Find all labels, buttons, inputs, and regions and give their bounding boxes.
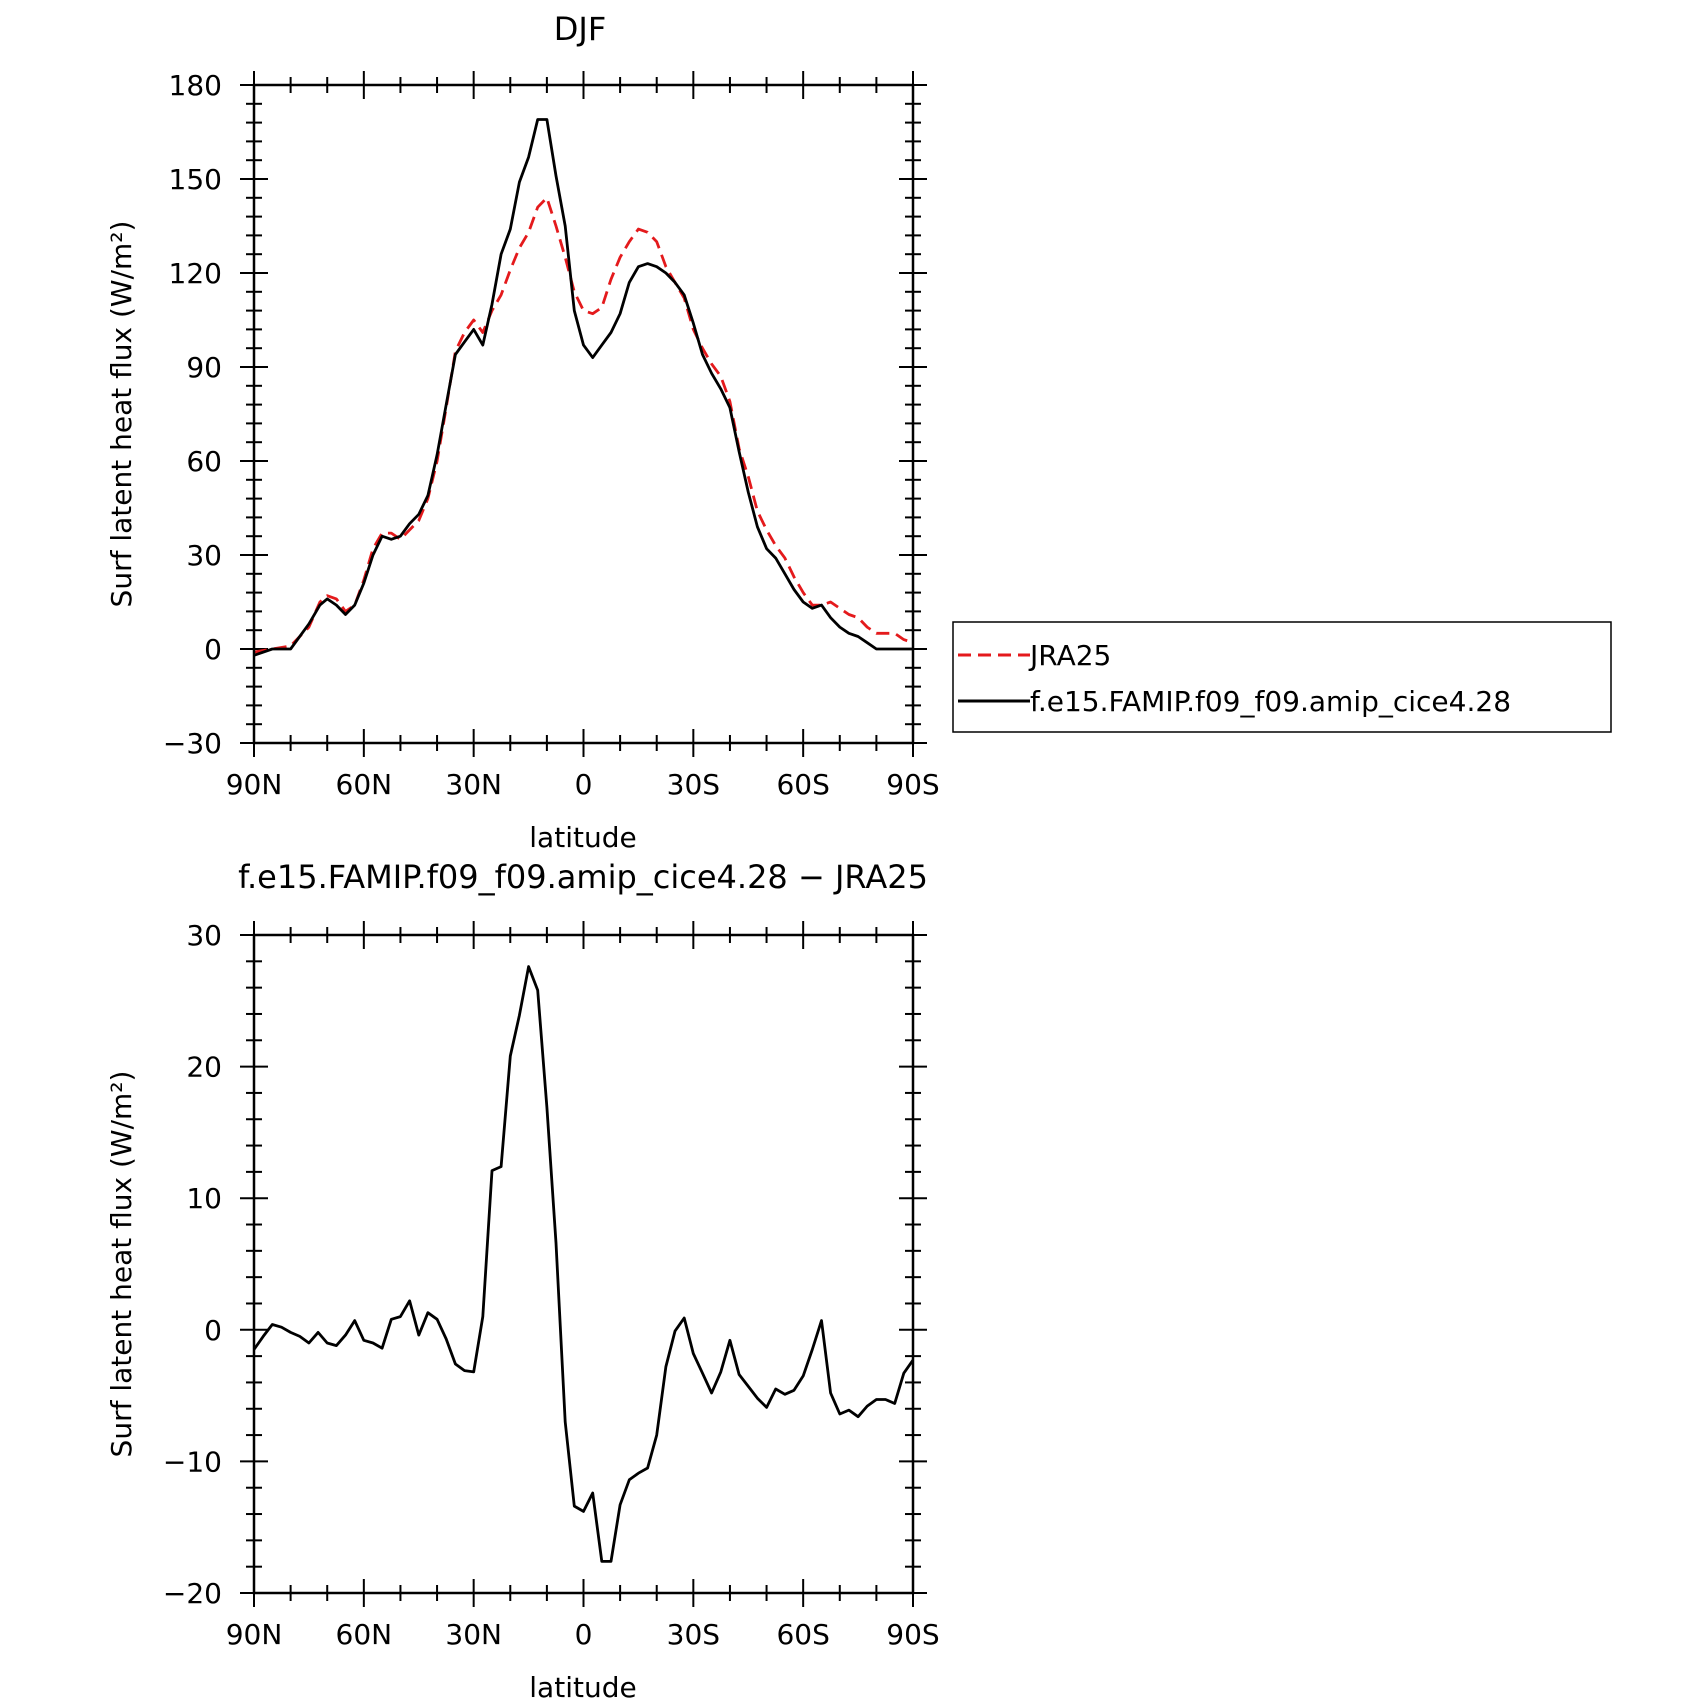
top-axis-ticks xyxy=(240,71,927,757)
top-x-tick-label: 30N xyxy=(445,768,502,801)
top-x-tick-label: 60N xyxy=(336,768,393,801)
legend-box xyxy=(952,621,1612,733)
djf-panel: DJF 90N 60N 30N 0 30S 60S 90S −30 0 30 60 90 120 150 1… xyxy=(105,10,940,854)
legend-label-model: f.e15.FAMIP.f09_f09.amip_cice4.28 xyxy=(1030,685,1511,718)
bottom-axis-ticks xyxy=(240,921,927,1607)
top-x-axis-label: latitude xyxy=(529,821,636,854)
top-plot-frame xyxy=(252,83,915,745)
top-y-tick-label: 0 xyxy=(204,633,222,666)
top-y-tick-label: −30 xyxy=(163,727,222,760)
bottom-x-tick-label: 60N xyxy=(336,1618,393,1651)
bottom-plot-frame xyxy=(252,933,915,1595)
top-y-tick-label: 60 xyxy=(186,445,222,478)
top-y-tick-label: 120 xyxy=(169,257,222,290)
legend-label-jra25: JRA25 xyxy=(1028,639,1111,672)
top-x-tick-label: 30S xyxy=(667,768,720,801)
legend: JRA25 f.e15.FAMIP.f09_f09.amip_cice4.28 xyxy=(952,621,1612,733)
top-x-tick-label: 60S xyxy=(776,768,829,801)
bottom-x-axis-label: latitude xyxy=(529,1671,636,1702)
top-y-tick-label: 180 xyxy=(169,69,222,102)
bottom-x-tick-label: 30N xyxy=(445,1618,502,1651)
bottom-series-group xyxy=(252,965,915,1563)
bottom-x-tick-label: 60S xyxy=(776,1618,829,1651)
bottom-y-tick-label: 30 xyxy=(186,919,222,952)
top-series-group xyxy=(253,118,914,657)
top-y-tick-label: 30 xyxy=(186,539,222,572)
top-x-tick-label: 0 xyxy=(575,768,593,801)
top-y-tick-label: 150 xyxy=(169,163,222,196)
top-y-axis-label: Surf latent heat flux (W/m²) xyxy=(105,221,138,608)
bottom-x-tick-label: 90N xyxy=(226,1618,283,1651)
bottom-y-tick-label: 0 xyxy=(204,1314,222,1347)
top-tick-labels: 90N 60N 30N 0 30S 60S 90S −30 0 30 60 90 120 150 180 xyxy=(163,69,940,801)
bottom-x-tick-label: 90S xyxy=(886,1618,939,1651)
bottom-x-tick-label: 0 xyxy=(575,1618,593,1651)
bottom-y-tick-label: 20 xyxy=(186,1051,222,1084)
bottom-x-tick-label: 30S xyxy=(667,1618,720,1651)
top-series-line-1 xyxy=(253,196,914,654)
bottom-y-axis-label: Surf latent heat flux (W/m²) xyxy=(105,1071,138,1458)
bottom-tick-labels: 90N 60N 30N 0 30S 60S 90S −20 −10 0 10 20 30 xyxy=(163,919,940,1651)
top-chart-title: DJF xyxy=(554,10,606,48)
bottom-chart-title: f.e15.FAMIP.f09_f09.amip_cice4.28 − JRA2… xyxy=(238,858,928,896)
top-series-line-2 xyxy=(253,118,913,657)
top-y-tick-label: 90 xyxy=(186,351,222,384)
difference-panel: f.e15.FAMIP.f09_f09.amip_cice4.28 − JRA2… xyxy=(105,858,940,1702)
bottom-series-line-1 xyxy=(252,965,915,1563)
top-x-tick-label: 90S xyxy=(886,768,939,801)
top-x-tick-label: 90N xyxy=(226,768,283,801)
bottom-y-tick-label: −10 xyxy=(163,1445,222,1478)
bottom-y-tick-label: 10 xyxy=(186,1182,222,1215)
bottom-y-tick-label: −20 xyxy=(163,1577,222,1610)
